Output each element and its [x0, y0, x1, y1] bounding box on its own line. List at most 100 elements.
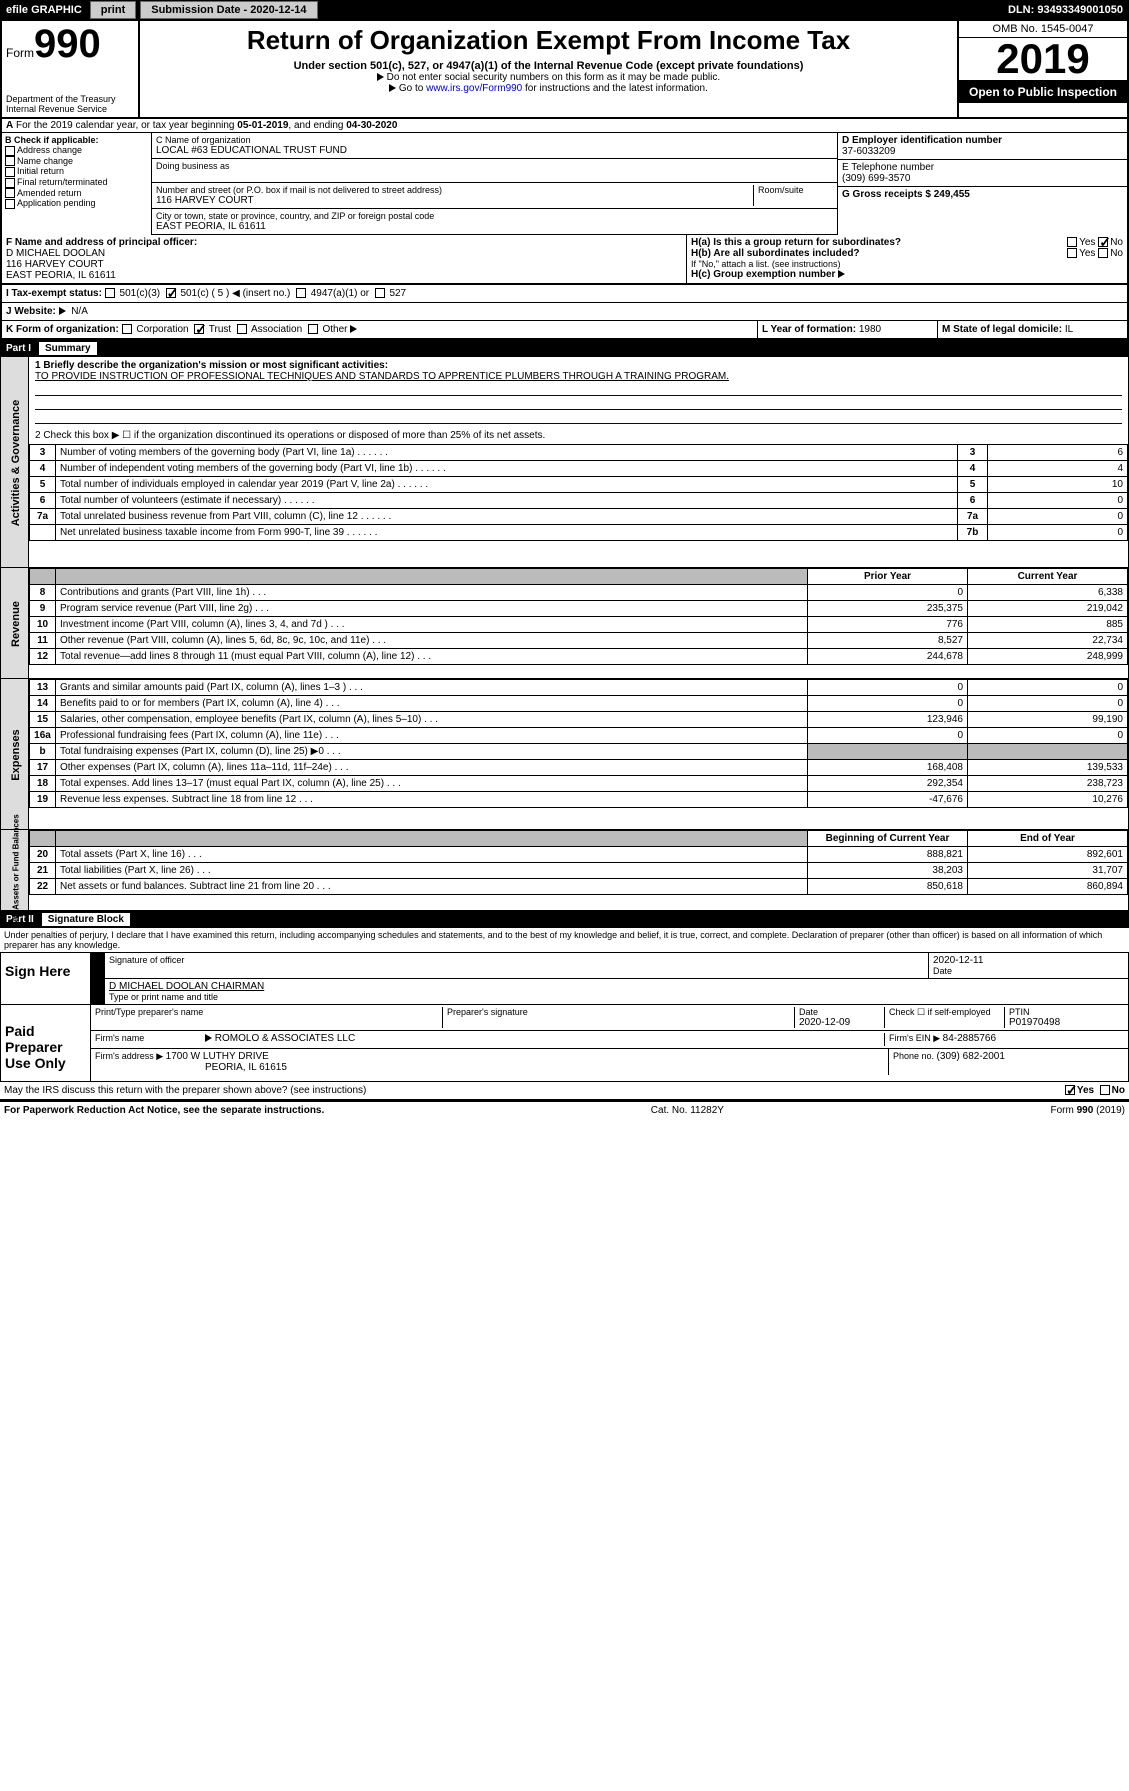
table-row: 10Investment income (Part VIII, column (…: [30, 617, 1128, 633]
submission-date: Submission Date - 2020-12-14: [140, 1, 317, 19]
table-row: 6Total number of volunteers (estimate if…: [30, 493, 1128, 509]
sidetab-na: Net Assets or Fund Balances: [12, 805, 21, 935]
app-pending-checkbox[interactable]: [5, 199, 15, 209]
row-j: J Website: N/A: [2, 303, 1127, 321]
arrow-icon: [91, 953, 105, 1004]
entity-block: B Check if applicable: Address change Na…: [0, 133, 1129, 235]
initial-return-checkbox[interactable]: [5, 167, 15, 177]
other-checkbox[interactable]: [308, 324, 318, 334]
officer-addr2: EAST PEORIA, IL 61611: [6, 270, 116, 281]
table-row: 11Other revenue (Part VIII, column (A), …: [30, 633, 1128, 649]
form-ref: Form 990 (2019): [1051, 1105, 1125, 1116]
table-row: Net unrelated business taxable income fr…: [30, 525, 1128, 541]
city-label: City or town, state or province, country…: [156, 211, 833, 221]
assoc-checkbox[interactable]: [237, 324, 247, 334]
part2-header: Part II Signature Block: [0, 911, 1129, 928]
irs-label: Internal Revenue Service: [6, 104, 134, 114]
signature-block: Sign Here Signature of officer 2020-12-1…: [0, 952, 1129, 1082]
prep-name-label: Print/Type preparer's name: [95, 1007, 442, 1028]
hb-no-checkbox[interactable]: [1098, 248, 1108, 258]
officer-name-title: D MICHAEL DOOLAN CHAIRMAN: [109, 981, 1124, 992]
f-h-block: F Name and address of principal officer:…: [0, 235, 1129, 285]
top-bar: efile GRAPHIC print Submission Date - 20…: [0, 0, 1129, 20]
table-row: 9Program service revenue (Part VIII, lin…: [30, 601, 1128, 617]
amended-return-checkbox[interactable]: [5, 188, 15, 198]
firm-addr1: 1700 W LUTHY DRIVE: [166, 1051, 269, 1062]
ha-row: H(a) Is this a group return for subordin…: [691, 237, 1123, 248]
addr-label: Number and street (or P.O. box if mail i…: [156, 185, 753, 195]
dept-treasury: Department of the Treasury: [6, 94, 134, 104]
c-label: C Name of organization: [156, 135, 833, 145]
527-checkbox[interactable]: [375, 288, 385, 298]
col-beg: Beginning of Current Year: [808, 831, 968, 847]
firm-ein: 84-2885766: [943, 1033, 996, 1044]
officer-addr1: 116 HARVEY COURT: [6, 259, 104, 270]
name-change-checkbox[interactable]: [5, 156, 15, 166]
table-row: 3Number of voting members of the governi…: [30, 445, 1128, 461]
ha-yes-checkbox[interactable]: [1067, 237, 1077, 247]
firm-phone: (309) 682-2001: [937, 1051, 1005, 1062]
perjury-text: Under penalties of perjury, I declare th…: [0, 928, 1129, 952]
hb-yes-checkbox[interactable]: [1067, 248, 1077, 258]
sig-officer-label: Signature of officer: [109, 955, 924, 965]
dba-label: Doing business as: [156, 161, 833, 171]
form-number: Form990: [6, 24, 134, 64]
efile-label: efile GRAPHIC: [0, 4, 88, 16]
cat-no: Cat. No. 11282Y: [651, 1105, 724, 1116]
phone-label: E Telephone number: [842, 162, 1123, 173]
form-subtitle: Under section 501(c), 527, or 4947(a)(1)…: [146, 60, 951, 72]
row-i: I Tax-exempt status: 501(c)(3) 501(c) ( …: [2, 285, 1127, 303]
sidetab-ag: Activities & Governance: [10, 398, 22, 528]
table-row: 15Salaries, other compensation, employee…: [30, 712, 1128, 728]
discuss-row: May the IRS discuss this return with the…: [0, 1082, 1129, 1100]
section-b: B Check if applicable: Address change Na…: [2, 133, 152, 235]
table-row: 14Benefits paid to or for members (Part …: [30, 696, 1128, 712]
dln-label: DLN: 93493349001050: [1002, 4, 1129, 16]
phone-value: (309) 699-3570: [842, 173, 1123, 184]
mission-text: TO PROVIDE INSTRUCTION OF PROFESSIONAL T…: [35, 371, 729, 382]
501c3-checkbox[interactable]: [105, 288, 115, 298]
sig-date: 2020-12-11: [933, 955, 1124, 966]
ein-label: D Employer identification number: [842, 135, 1002, 146]
corp-checkbox[interactable]: [122, 324, 132, 334]
form990-link[interactable]: www.irs.gov/Form990: [426, 83, 522, 94]
trust-checkbox[interactable]: [194, 324, 204, 334]
form-title: Return of Organization Exempt From Incom…: [146, 25, 951, 56]
officer-name: D MICHAEL DOOLAN: [6, 248, 105, 259]
table-row: 20Total assets (Part X, line 16) . . .88…: [30, 847, 1128, 863]
room-suite: Room/suite: [753, 185, 833, 206]
print-button[interactable]: print: [90, 1, 136, 19]
table-row: 7aTotal unrelated business revenue from …: [30, 509, 1128, 525]
hb-note: If "No," attach a list. (see instruction…: [691, 259, 1123, 269]
hc-row: H(c) Group exemption number: [691, 269, 1123, 280]
501c-checkbox[interactable]: [166, 288, 176, 298]
open-public: Open to Public Inspection: [959, 81, 1127, 103]
table-row: 18Total expenses. Add lines 13–17 (must …: [30, 776, 1128, 792]
governance-table: 3Number of voting members of the governi…: [29, 444, 1128, 541]
ijk-block: I Tax-exempt status: 501(c)(3) 501(c) ( …: [0, 285, 1129, 340]
year-formation: 1980: [859, 324, 881, 335]
part1-header: Part I Summary: [0, 340, 1129, 357]
table-row: 12Total revenue—add lines 8 through 11 (…: [30, 649, 1128, 665]
discuss-yes-checkbox[interactable]: [1065, 1085, 1075, 1095]
sidetab-rev: Revenue: [10, 559, 22, 689]
gross-receipts: G Gross receipts $ 249,455: [842, 189, 970, 200]
row-k: K Form of organization: Corporation Trus…: [2, 321, 1127, 338]
paid-preparer-label: Paid Preparer Use Only: [1, 1005, 91, 1081]
table-row: bTotal fundraising expenses (Part IX, co…: [30, 744, 1128, 760]
firm-name: ROMOLO & ASSOCIATES LLC: [215, 1033, 355, 1044]
line-a: A For the 2019 calendar year, or tax yea…: [0, 119, 1129, 133]
prep-sig-label: Preparer's signature: [442, 1007, 794, 1028]
expenses-table: 13Grants and similar amounts paid (Part …: [29, 679, 1128, 808]
ein-value: 37-6033209: [842, 146, 1123, 157]
netassets-table: Beginning of Current Year End of Year 20…: [29, 830, 1128, 895]
ha-no-checkbox[interactable]: [1098, 237, 1108, 247]
final-return-checkbox[interactable]: [5, 178, 15, 188]
4947-checkbox[interactable]: [296, 288, 306, 298]
state-domicile: IL: [1065, 324, 1073, 335]
discuss-no-checkbox[interactable]: [1100, 1085, 1110, 1095]
city-state-zip: EAST PEORIA, IL 61611: [156, 221, 833, 232]
q2-text: 2 Check this box ▶ ☐ if the organization…: [29, 427, 1128, 444]
addr-change-checkbox[interactable]: [5, 146, 15, 156]
table-row: 16aProfessional fundraising fees (Part I…: [30, 728, 1128, 744]
